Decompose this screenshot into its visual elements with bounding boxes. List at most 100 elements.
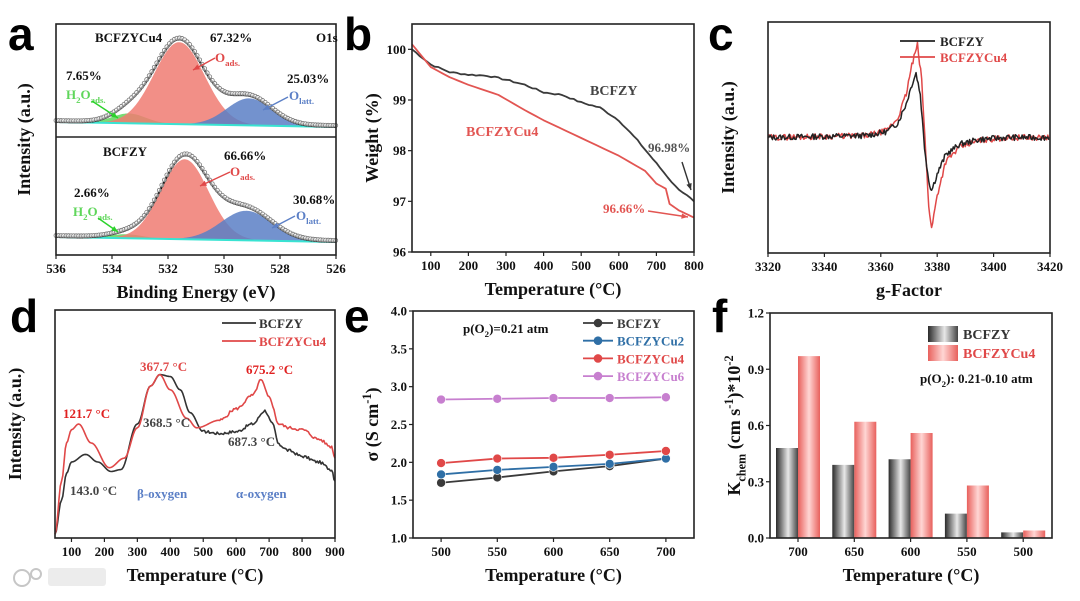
x-tick-label: 700 [259,544,279,559]
series-line-BCFZYCu4 [411,43,695,219]
data-point [187,42,192,47]
data-point-BCFZYCu4 [492,453,503,464]
data-point [146,73,152,79]
data-point [161,47,167,53]
h2o-label-part: H [73,204,83,219]
x-tick-label: 400 [534,258,554,273]
percent-label: 67.32% [210,30,252,45]
sample-label: BCFZY [103,144,148,159]
x-tick-label: 700 [788,544,808,559]
x-tick-label: 100 [62,544,82,559]
legend-label: BCFZY [617,316,662,331]
y-axis-label: Intensity (a.u.) [5,368,26,481]
panel-letter-d: d [10,290,38,342]
arrow-head-icon [200,180,207,186]
y-tick-label: 100 [387,42,407,57]
data-point [136,87,142,93]
x-tick-label: 528 [270,261,290,276]
series-line-BCFZYCu4 [54,373,336,535]
data-point-BCFZYCu4 [661,446,671,456]
x-axis-label: Temperature (°C) [485,565,622,586]
x-tick-label: 600 [609,258,629,273]
oads-label-part: O [230,164,240,179]
series-line-BCFZY [767,71,1050,192]
x-axis-label: Binding Energy (eV) [116,282,275,303]
data-point [209,181,215,187]
y-axis-label: σ (S cm-1) [360,388,383,462]
data-point [194,53,200,58]
oads-label: Oads. [230,164,255,182]
legend-label: BCFZYCu2 [617,334,684,349]
data-point [204,70,210,76]
bar-BCFZY-700 [776,448,798,538]
x-axis-label: Temperature (°C) [127,565,264,586]
legend-label: BCFZYCu4 [963,347,1035,362]
olatt-label-part: O [296,208,306,223]
x-tick-label: 300 [128,544,148,559]
x-tick-label: 600 [544,544,564,559]
y-axis-label-part: (cm s [724,409,745,454]
y-tick-label: 98 [393,143,407,158]
y-axis-label: Kchem (cm s-1)*10-2 [722,355,749,495]
x-tick-label: 536 [46,261,66,276]
legend-label: BCFZY [259,316,304,331]
peak-label: 367.7 °C [140,359,187,374]
h2o-label-part: ads. [91,95,106,105]
arrow-head-icon [263,104,270,110]
x-tick-label: 300 [496,258,516,273]
x-tick-label: 534 [102,261,122,276]
data-point [159,51,165,57]
legend-marker-BCFZYCu6 [593,371,603,381]
condition-label-part: ): 0.21-0.10 atm [946,371,1033,386]
data-point [141,213,147,218]
h2o-label-part: H [66,87,76,102]
y-tick-label: 4.0 [391,304,407,319]
data-point [199,166,205,171]
data-point-BCFZYCu2 [492,465,503,475]
olatt-label-part: latt. [299,96,314,106]
arrow-head-icon [111,112,118,118]
baseline-BCFZYCu4 [55,121,337,128]
final-weight-label: 96.98% [648,140,690,155]
data-point [156,187,162,193]
bar-BCFZYCu4-500 [1023,530,1046,538]
legend-label: BCFZYCu6 [617,369,685,384]
series-line-BCFZYCu4 [767,41,1050,229]
x-tick-label: 650 [845,544,865,559]
x-tick-label: 3400 [981,259,1007,274]
data-point-BCFZYCu2 [436,469,446,480]
condition-label-part: 2 [485,329,490,339]
h2o-label: H2Oads. [73,204,113,222]
y-axis-label-part: ) [362,388,383,394]
arrow-head-icon [193,64,200,70]
x-tick-label: 400 [161,544,181,559]
y-tick-label: 1.0 [391,531,407,546]
y-tick-label: 96 [393,245,407,260]
percent-label: 7.65% [66,68,102,83]
x-tick-label: 550 [957,544,977,559]
y-tick-label: 3.0 [391,379,407,394]
series-label: BCFZY [590,84,637,99]
bar-BCFZY-550 [944,513,967,538]
legend-marker-BCFZY [593,318,603,328]
y-tick-label: 99 [393,93,407,108]
x-tick-label: 800 [684,258,704,273]
panel-d-frame [54,309,336,539]
data-point [169,163,175,169]
component-O_ads-BCFZYCu4 [56,42,336,128]
percent-label: 2.66% [74,185,110,200]
arrow-head-icon [111,226,118,232]
x-tick-label: 500 [431,544,451,559]
h2o-label: H2Oads. [66,87,106,105]
data-point [189,45,195,51]
component-O_ads-BCFZY [56,159,336,242]
series-label: BCFZYCu4 [466,125,538,140]
x-axis-label: Temperature (°C) [485,279,622,300]
percent-label: 25.03% [287,71,329,86]
data-point [149,69,155,74]
data-point-BCFZYCu6 [661,392,671,403]
oads-label: Oads. [215,50,240,68]
h2o-label-part: 2 [76,95,81,105]
x-tick-label: 200 [95,544,115,559]
final-weight-label: 96.66% [603,201,645,216]
